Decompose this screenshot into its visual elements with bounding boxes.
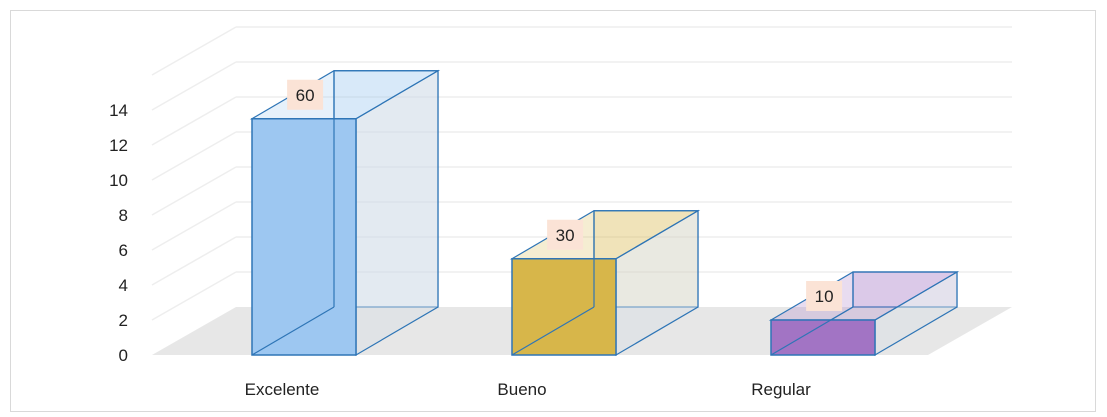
- y-tick-label: 6: [119, 241, 128, 260]
- x-category-label: Regular: [751, 380, 811, 399]
- gridline-side: [151, 131, 237, 181]
- data-label-box: [806, 281, 843, 311]
- x-category-label: Bueno: [497, 380, 546, 399]
- data-label: 10: [815, 287, 834, 306]
- data-label: 30: [556, 226, 575, 245]
- bar-front-face: [770, 319, 876, 356]
- bar-front-face: [511, 258, 617, 356]
- y-tick-label: 2: [119, 311, 128, 330]
- y-tick-label: 12: [109, 136, 128, 155]
- gridline-side: [151, 201, 237, 251]
- y-tick-label: 14: [109, 101, 128, 120]
- y-tick-label: 8: [119, 206, 128, 225]
- data-label: 60: [296, 86, 315, 105]
- gridline-side: [151, 61, 237, 111]
- bar-excelente: [249, 69, 441, 357]
- gridline-side: [151, 271, 237, 321]
- bar-inner-edge: [251, 306, 335, 356]
- chart-frame: [10, 10, 1096, 412]
- gridline-side: [151, 166, 237, 216]
- bar-bueno: [509, 209, 701, 357]
- gridline-side: [151, 236, 237, 286]
- data-label-box: [547, 219, 584, 250]
- bar-side-face: [355, 69, 439, 357]
- bar-inner-edge: [770, 306, 854, 356]
- y-tick-label: 0: [119, 346, 128, 365]
- bar-inner-edge: [511, 306, 595, 356]
- x-category-label: Excelente: [245, 380, 320, 399]
- y-tick-label: 10: [109, 171, 128, 190]
- data-label-box: [287, 79, 324, 110]
- bar-front-face: [251, 118, 357, 356]
- gridline-side: [151, 96, 237, 146]
- gridline-side: [151, 26, 237, 76]
- y-tick-label: 4: [119, 276, 128, 295]
